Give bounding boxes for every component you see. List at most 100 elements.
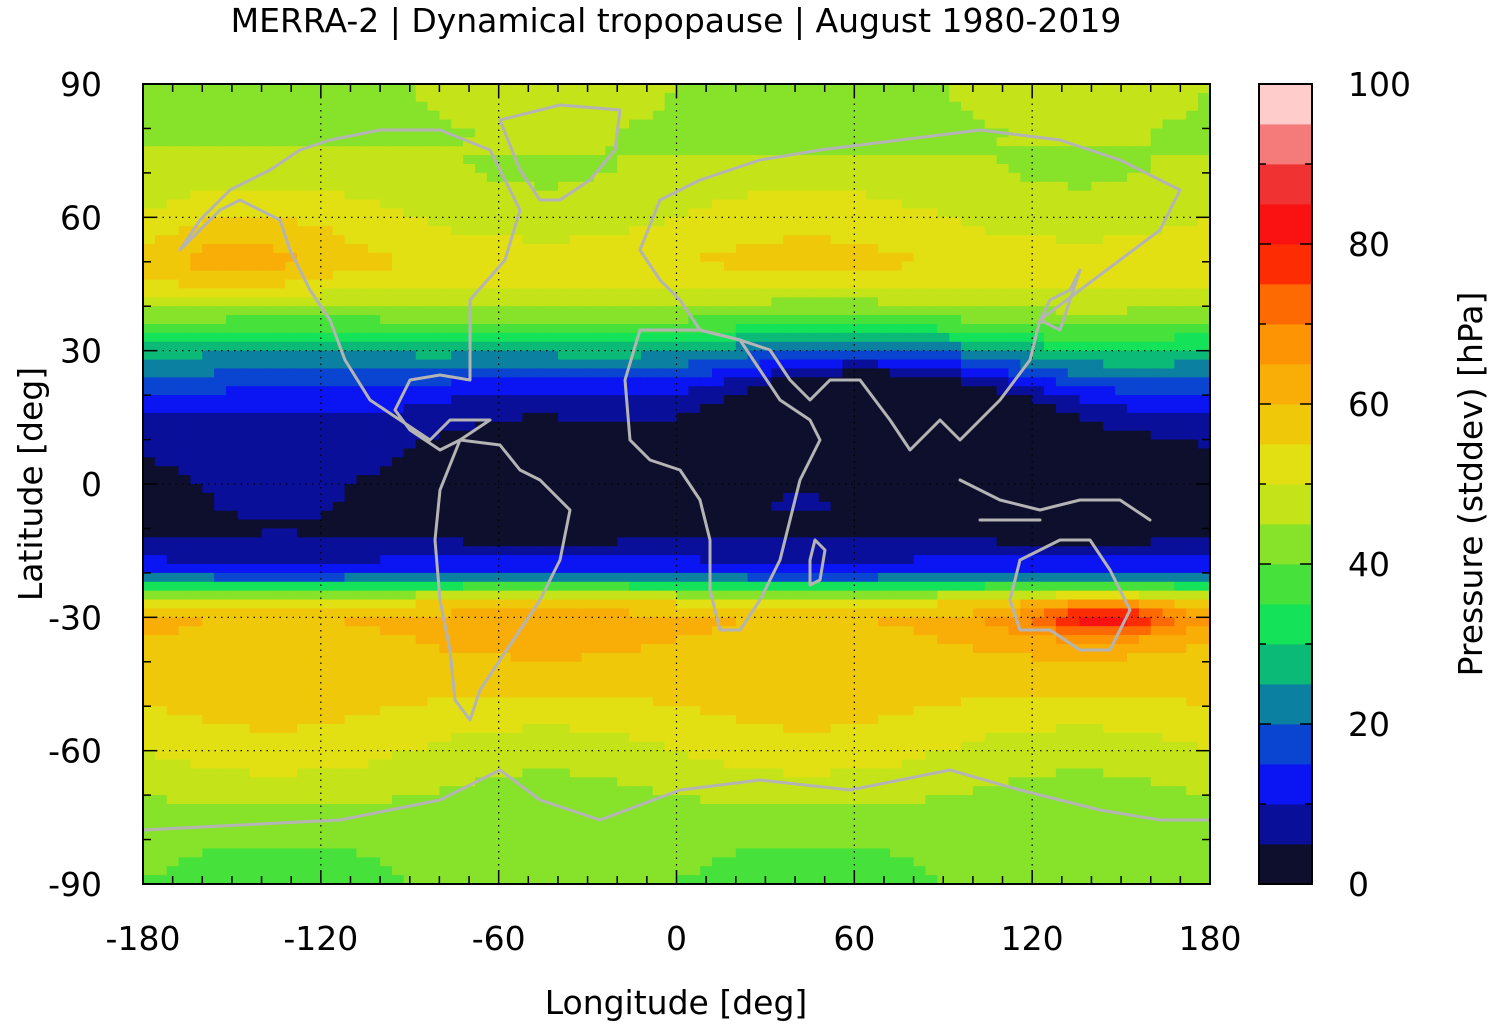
heatmap-cell: [486, 315, 500, 325]
heatmap-cell: [557, 368, 571, 378]
heatmap-cell: [712, 199, 725, 210]
heatmap-cell: [735, 395, 749, 405]
heatmap-cell: [1162, 92, 1176, 103]
heatmap-cell: [972, 137, 986, 147]
heatmap-cell: [332, 528, 346, 538]
heatmap-cell: [723, 119, 737, 130]
heatmap-cell: [1186, 537, 1199, 547]
heatmap-cell: [878, 155, 891, 165]
heatmap-cell: [795, 537, 808, 547]
heatmap-cell: [783, 199, 796, 210]
heatmap-cell: [996, 430, 1010, 441]
heatmap-cell: [190, 306, 203, 316]
heatmap-cell: [474, 528, 488, 538]
heatmap-cell: [356, 244, 369, 254]
heatmap-cell: [961, 537, 974, 547]
heatmap-cell: [1032, 466, 1045, 476]
heatmap-cell: [1127, 252, 1140, 263]
heatmap-cell: [878, 537, 891, 547]
heatmap-cell: [154, 84, 168, 94]
heatmap-cell: [925, 181, 938, 192]
heatmap-cell: [427, 377, 440, 387]
heatmap-cell: [1067, 448, 1081, 458]
heatmap-cell: [664, 101, 678, 112]
heatmap-cell: [1127, 546, 1140, 556]
heatmap-cell: [498, 386, 512, 396]
heatmap-cell: [949, 101, 962, 112]
heatmap-cell: [451, 172, 464, 183]
heatmap-cell: [1055, 404, 1069, 414]
heatmap-cell: [474, 341, 488, 352]
heatmap-cell: [901, 199, 915, 210]
heatmap-cell: [273, 252, 286, 263]
heatmap-cell: [996, 359, 1010, 370]
heatmap-cell: [474, 332, 488, 343]
heatmap-cell: [415, 457, 429, 467]
heatmap-cell: [368, 324, 381, 334]
heatmap-cell: [806, 244, 820, 254]
heatmap-cell: [143, 226, 156, 236]
heatmap-cell: [1162, 430, 1176, 441]
heatmap-cell: [474, 110, 488, 121]
heatmap-cell: [1138, 226, 1152, 236]
heatmap-cell: [154, 466, 168, 476]
heatmap-cell: [557, 484, 571, 494]
heatmap-cell: [1162, 404, 1176, 414]
heatmap-cell: [854, 430, 867, 441]
heatmap-cell: [225, 110, 239, 121]
heatmap-cell: [806, 386, 820, 396]
heatmap-cell: [759, 279, 772, 290]
heatmap-cell: [854, 110, 867, 121]
heatmap-cell: [1079, 484, 1093, 494]
heatmap-cell: [1020, 226, 1033, 236]
heatmap-cell: [581, 306, 595, 316]
heatmap-cell: [237, 537, 251, 547]
heatmap-cell: [652, 404, 666, 414]
heatmap-cell: [652, 244, 666, 254]
heatmap-cell: [830, 172, 844, 183]
heatmap-cell: [474, 146, 488, 156]
heatmap-cell: [427, 155, 440, 165]
heatmap-cell: [629, 137, 642, 147]
heatmap-cell: [878, 386, 891, 396]
heatmap-cell: [368, 572, 381, 583]
heatmap-cell: [202, 537, 215, 547]
heatmap-cell: [629, 368, 642, 378]
heatmap-cell: [261, 395, 275, 405]
heatmap-cell: [937, 501, 950, 512]
heatmap-cell: [285, 279, 298, 290]
heatmap-cell: [830, 341, 844, 352]
heatmap-cell: [427, 244, 440, 254]
heatmap-cell: [320, 572, 334, 583]
heatmap-cell: [557, 270, 571, 281]
heatmap-cell: [332, 315, 346, 325]
heatmap-cell: [202, 395, 215, 405]
heatmap-cell: [830, 315, 844, 325]
heatmap-cell: [795, 368, 808, 378]
heatmap-cell: [735, 439, 749, 450]
heatmap-cell: [166, 119, 180, 130]
heatmap-cell: [735, 404, 749, 414]
heatmap-cell: [403, 288, 417, 298]
heatmap-cell: [949, 412, 962, 423]
heatmap-cell: [225, 555, 239, 565]
heatmap-cell: [214, 306, 227, 316]
heatmap-cell: [889, 492, 903, 503]
heatmap-cell: [510, 412, 523, 423]
heatmap-cell: [143, 315, 156, 325]
heatmap-cell: [225, 190, 239, 201]
heatmap-cell: [1150, 155, 1164, 165]
heatmap-cell: [1020, 324, 1033, 334]
heatmap-cell: [1032, 484, 1045, 494]
heatmap-cell: [723, 457, 737, 467]
heatmap-cell: [688, 350, 701, 361]
heatmap-cell: [297, 555, 310, 565]
heatmap-cell: [439, 528, 452, 538]
heatmap-cell: [1067, 172, 1081, 183]
heatmap-cell: [1067, 252, 1081, 263]
heatmap-cell: [1091, 555, 1104, 565]
heatmap-cell: [202, 110, 215, 121]
heatmap-cell: [297, 190, 310, 201]
heatmap-cell: [581, 181, 595, 192]
heatmap-cell: [593, 404, 606, 414]
